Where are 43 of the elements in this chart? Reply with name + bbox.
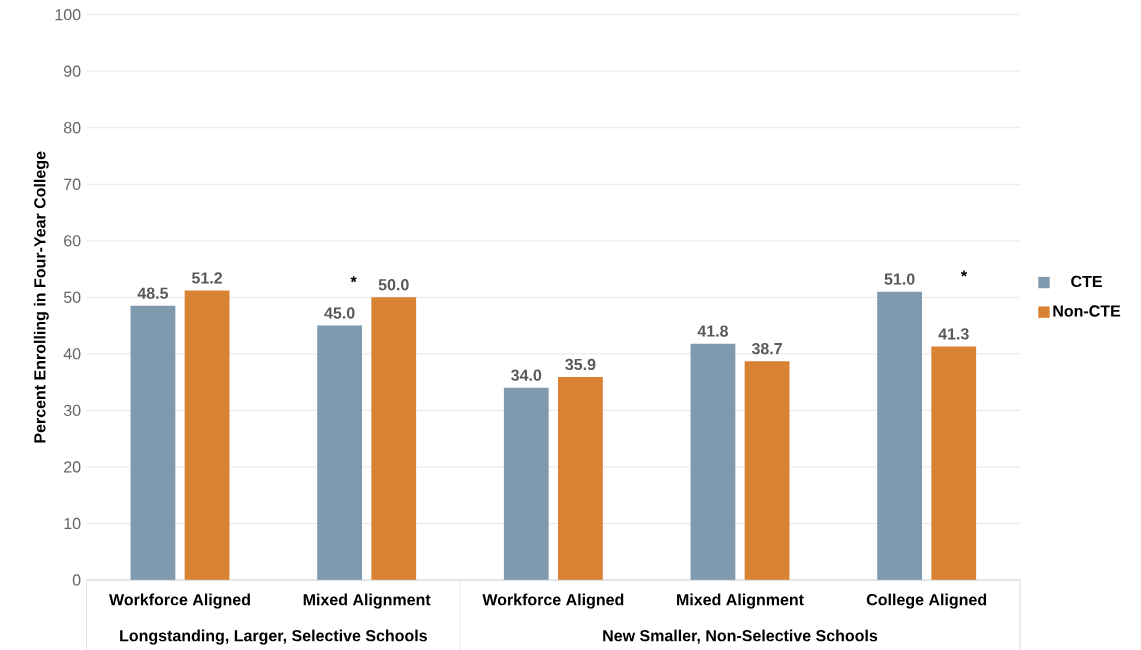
bar [184,290,230,580]
x-tick-label: Workforce Aligned [482,593,624,609]
y-tick-label: 30 [63,404,81,416]
x-tick-label: Mixed Alignment [303,593,431,609]
annotation: * [960,270,968,277]
y-tick-label: 60 [64,235,81,247]
x-tick-label: College Aligned [866,593,987,609]
x-tick-label: Workforce Aligned [109,593,250,609]
legend-label: CTE [1071,275,1102,287]
y-axis-title: Percent Enrolling in Four-Year College [33,151,49,443]
bar [317,325,363,580]
annotation: * [350,276,357,283]
data-label: 50.0 [378,278,409,291]
bar [558,376,603,580]
x-tick-label: Mixed Alignment [677,593,804,609]
data-label: 35.9 [565,358,596,370]
y-tick-label: 40 [63,348,81,360]
bar [130,305,176,580]
data-label: 41.3 [938,328,969,340]
bar [744,361,790,580]
y-tick-label: 100 [55,8,81,21]
y-tick-label: 80 [63,121,81,134]
data-label: 34.0 [511,369,542,381]
data-label: 45.0 [324,307,355,319]
y-tick-label: 50 [63,291,81,303]
y-tick-label: 70 [64,178,81,190]
data-label: 51.0 [884,273,915,285]
data-label: 41.8 [697,325,729,337]
bar [931,346,977,580]
bar [371,297,417,580]
bar [503,387,549,580]
y-tick-label: 10 [64,517,81,529]
y-tick-label: 20 [64,461,81,473]
y-tick-label: 0 [72,574,81,586]
bar [690,343,736,580]
text: New Smaller, Non-Selective Schools [603,629,878,644]
y-tick-label: 90 [64,65,81,77]
data-label: 51.2 [192,272,222,284]
bar [877,291,923,580]
data-label: 48.5 [137,287,169,299]
data-label: 38.7 [751,342,782,355]
text: Longstanding, Larger, Selective Schools [120,629,427,645]
legend-label: Non-CTE [1053,305,1121,317]
